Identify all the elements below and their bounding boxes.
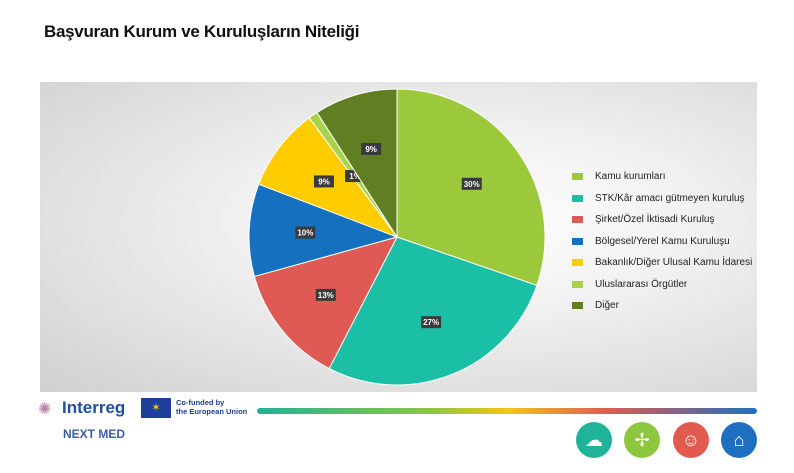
pie-chart: 30% 27% 13% 10% 9% 1% 9% xyxy=(248,88,546,386)
legend-item: Uluslararası Örgütler xyxy=(572,274,752,296)
people-icon: ☺ xyxy=(673,422,709,458)
cloud-tech-icon: ☁ xyxy=(576,422,612,458)
legend-item: Şirket/Özel İktisadi Kuruluş xyxy=(572,209,752,231)
data-label: 9% xyxy=(361,142,382,155)
chart-panel: 30% 27% 13% 10% 9% 1% 9% Kamu kurumları STK/Kâr… xyxy=(40,82,757,392)
data-label: 30% xyxy=(461,177,482,190)
legend-item: STK/Kâr amacı gütmeyen kuruluş xyxy=(572,188,752,210)
svg-text:13%: 13% xyxy=(318,291,334,300)
legend-swatch xyxy=(572,194,583,202)
legend-item: Diğer xyxy=(572,295,752,317)
eu-flag-icon: ✶ xyxy=(141,398,171,418)
data-label: 10% xyxy=(295,226,316,239)
legend-item: Bakanlık/Diğer Ulusal Kamu İdaresi xyxy=(572,252,752,274)
data-label: 13% xyxy=(315,288,336,301)
svg-text:9%: 9% xyxy=(365,145,377,154)
legend-label: Bölgesel/Yerel Kamu Kuruluşu xyxy=(595,235,730,247)
interreg-logo-icon: ✺ xyxy=(38,401,52,418)
pie-slice xyxy=(316,88,398,239)
eu-line-1: Co-funded by xyxy=(176,398,225,407)
legend-label: Uluslararası Örgütler xyxy=(595,278,688,290)
legend-label: Bakanlık/Diğer Ulusal Kamu İdaresi xyxy=(595,257,753,269)
svg-text:27%: 27% xyxy=(423,318,439,327)
svg-text:1%: 1% xyxy=(349,172,361,181)
pie-slice xyxy=(253,236,398,370)
gradient-bar xyxy=(257,408,757,414)
legend-swatch xyxy=(572,216,583,224)
legend: Kamu kurumları STK/Kâr amacı gütmeyen kur… xyxy=(572,166,752,317)
svg-text:30%: 30% xyxy=(464,180,480,189)
legend-label: Şirket/Özel İktisadi Kuruluş xyxy=(595,214,715,226)
legend-swatch xyxy=(572,237,583,245)
wind-energy-icon: ✢ xyxy=(624,422,660,458)
svg-text:9%: 9% xyxy=(318,177,330,186)
legend-label: Kamu kurumları xyxy=(595,171,666,183)
data-label: 9% xyxy=(313,175,334,188)
legend-item: Kamu kurumları xyxy=(572,166,752,188)
governance-icon: ⌂ xyxy=(721,422,757,458)
brand-name: Interreg xyxy=(62,398,126,417)
legend-swatch xyxy=(572,280,583,288)
data-label: 27% xyxy=(421,316,442,329)
legend-item: Bölgesel/Yerel Kamu Kuruluşu xyxy=(572,231,752,253)
program-name: NEXT MED xyxy=(63,427,126,441)
chart-title: Başvuran Kurum ve Kuruluşların Niteliği xyxy=(44,22,360,41)
pie-slice xyxy=(248,183,399,278)
eu-line-2: the European Union xyxy=(176,407,248,416)
svg-text:10%: 10% xyxy=(297,229,313,238)
legend-label: Diğer xyxy=(595,300,619,312)
legend-swatch xyxy=(572,259,583,267)
pie-slice xyxy=(328,236,538,386)
legend-swatch xyxy=(572,302,583,310)
legend-label: STK/Kâr amacı gütmeyen kuruluş xyxy=(595,192,745,204)
legend-swatch xyxy=(572,173,583,181)
